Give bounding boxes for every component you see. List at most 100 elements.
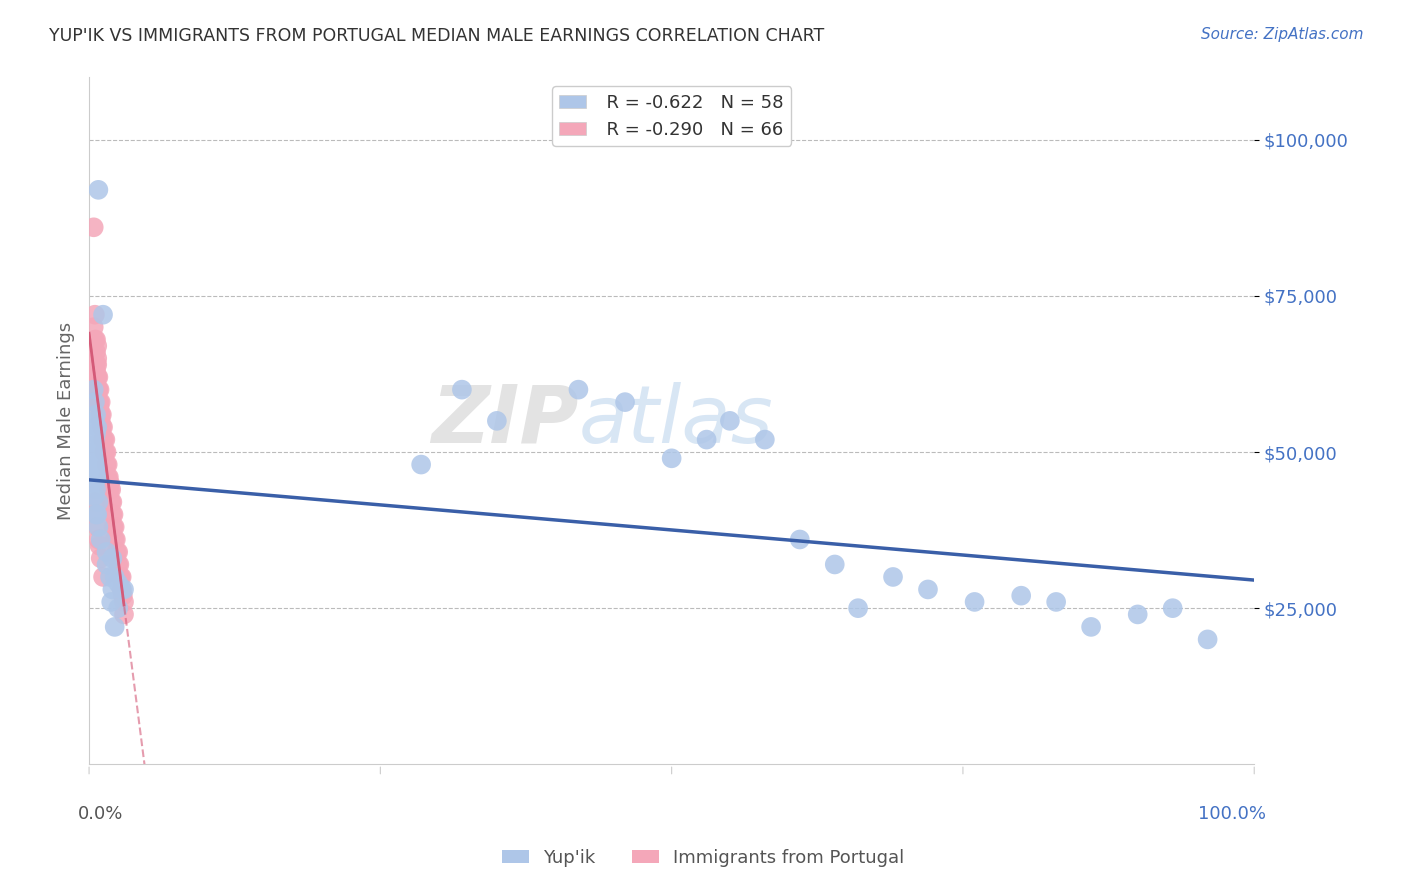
Point (86, 383, 108, 397)
Point (84, 333, 107, 347)
Text: ZIP: ZIP (432, 382, 578, 460)
Point (91, 420, 114, 434)
Point (83, 439, 105, 453)
Point (83, 445, 105, 459)
Point (98, 476, 121, 491)
Point (94, 433, 117, 447)
Point (451, 383, 474, 397)
Point (96, 545, 118, 559)
Point (696, 433, 718, 447)
Point (83, 414, 105, 428)
Point (84, 458, 107, 472)
Point (661, 451, 683, 466)
Text: YUP'IK VS IMMIGRANTS FROM PORTUGAL MEDIAN MALE EARNINGS CORRELATION CHART: YUP'IK VS IMMIGRANTS FROM PORTUGAL MEDIA… (49, 27, 824, 45)
Point (107, 545, 129, 559)
Point (84, 364, 107, 378)
Point (84, 345, 107, 359)
Point (83, 308, 105, 322)
Point (104, 533, 127, 547)
Point (1010, 589, 1032, 603)
Point (718, 414, 741, 428)
Point (112, 595, 135, 609)
Point (86, 339, 108, 353)
Point (87, 495, 110, 509)
Point (111, 589, 134, 603)
Point (411, 458, 433, 472)
Point (107, 558, 129, 572)
Point (1045, 595, 1067, 609)
Point (614, 395, 637, 409)
Point (83, 495, 105, 509)
Point (104, 620, 127, 634)
Point (87, 183, 110, 197)
Point (104, 570, 127, 584)
Point (917, 582, 939, 597)
Point (86, 358, 108, 372)
Point (83, 395, 105, 409)
Point (104, 520, 127, 534)
Point (87, 533, 110, 547)
Point (98, 570, 121, 584)
Point (87, 395, 110, 409)
Point (846, 601, 869, 615)
Text: atlas: atlas (578, 382, 773, 460)
Point (112, 582, 135, 597)
Point (90, 414, 112, 428)
Point (89, 395, 111, 409)
Point (110, 570, 132, 584)
Text: 0.0%: 0.0% (77, 805, 122, 823)
Point (107, 601, 129, 615)
Point (84, 358, 107, 372)
Point (86, 370, 108, 384)
Point (97, 470, 120, 484)
Point (103, 508, 125, 522)
Point (112, 607, 135, 622)
Point (567, 383, 589, 397)
Point (89, 383, 111, 397)
Point (96, 558, 118, 572)
Point (100, 495, 122, 509)
Legend: Yup'ik, Immigrants from Portugal: Yup'ik, Immigrants from Portugal (495, 842, 911, 874)
Point (1197, 632, 1219, 647)
Point (111, 582, 134, 597)
Point (94, 445, 117, 459)
Point (90, 533, 112, 547)
Point (101, 551, 124, 566)
Point (86, 458, 108, 472)
Point (90, 395, 112, 409)
Point (83, 433, 105, 447)
Point (97, 483, 120, 497)
Text: 100.0%: 100.0% (1198, 805, 1265, 823)
Point (84, 408, 107, 422)
Point (83, 464, 105, 478)
Point (91, 570, 114, 584)
Point (100, 483, 122, 497)
Point (97, 470, 120, 484)
Point (87, 383, 110, 397)
Point (97, 458, 120, 472)
Point (87, 383, 110, 397)
Point (96, 445, 118, 459)
Point (1080, 620, 1102, 634)
Point (104, 533, 127, 547)
Point (84, 426, 107, 441)
Point (91, 308, 114, 322)
Point (83, 333, 105, 347)
Point (754, 433, 776, 447)
Point (90, 420, 112, 434)
Point (83, 489, 105, 503)
Point (89, 401, 111, 416)
Point (83, 220, 105, 235)
Point (105, 545, 128, 559)
Point (103, 520, 125, 534)
Point (93, 433, 115, 447)
Point (86, 370, 108, 384)
Point (882, 570, 904, 584)
Point (84, 483, 107, 497)
Point (1126, 607, 1149, 622)
Y-axis label: Median Male Earnings: Median Male Earnings (58, 322, 75, 520)
Point (84, 470, 107, 484)
Point (86, 420, 108, 434)
Text: Source: ZipAtlas.com: Source: ZipAtlas.com (1201, 27, 1364, 42)
Point (84, 508, 107, 522)
